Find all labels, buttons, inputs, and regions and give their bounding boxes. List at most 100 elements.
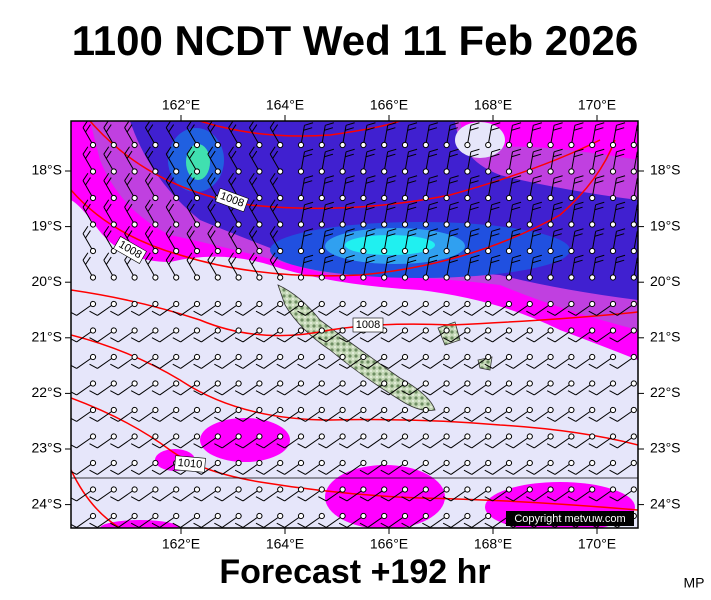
barb-feather — [512, 254, 522, 259]
lat-label: 22°S — [650, 384, 681, 400]
barb-station — [360, 141, 367, 149]
barb-staff — [425, 151, 430, 172]
wind-barb — [359, 512, 388, 528]
barb-feather — [573, 233, 583, 237]
wind-barb — [485, 228, 501, 255]
barb-station — [568, 486, 575, 493]
barb-feather — [553, 259, 562, 264]
barb-feather — [318, 390, 327, 396]
wind-barb — [422, 327, 450, 343]
wind-barb — [463, 406, 492, 422]
barb-station — [297, 141, 305, 149]
barb-feather — [365, 153, 375, 158]
barb-staff — [367, 409, 385, 422]
barb-station — [505, 221, 513, 228]
wind-barb — [338, 459, 367, 475]
barb-station — [256, 141, 263, 149]
barb-staff — [446, 204, 451, 225]
barb-staff — [383, 151, 389, 172]
barb-staff — [487, 204, 493, 225]
barb-feather — [401, 310, 410, 316]
barb-station — [193, 353, 201, 361]
barb-station — [152, 168, 159, 175]
barb-station — [339, 406, 346, 414]
barb-station — [630, 194, 637, 202]
barb-staff — [97, 489, 115, 502]
barb-feather — [303, 180, 313, 184]
barb-feather — [532, 206, 542, 211]
barb-feather — [214, 443, 223, 449]
barb-staff — [144, 153, 156, 172]
barb-staff — [471, 515, 489, 528]
barb-station — [505, 168, 513, 175]
barb-feather — [89, 337, 98, 343]
barb-feather — [228, 172, 234, 181]
barb-feather — [209, 177, 216, 186]
wind-barb — [443, 122, 459, 149]
wind-barb — [276, 327, 305, 343]
barb-feather — [546, 443, 556, 449]
wind-barb — [609, 300, 637, 316]
wind-barb — [547, 254, 563, 281]
barb-staff — [617, 330, 635, 343]
barb-feather — [380, 416, 389, 422]
barb-feather — [345, 259, 354, 264]
barb-staff — [144, 259, 156, 278]
barb-station — [526, 486, 533, 493]
wind-barb — [71, 300, 97, 316]
barb-staff — [242, 409, 260, 422]
barb-feather — [345, 254, 355, 259]
barb-staff — [513, 462, 531, 475]
barb-feather — [189, 203, 195, 212]
barb-feather — [408, 148, 418, 153]
barb-feather — [130, 522, 140, 528]
barb-feather — [124, 199, 130, 208]
barb-feather — [214, 390, 223, 396]
barb-staff — [508, 125, 513, 146]
barb-station — [464, 247, 471, 255]
barb-feather — [207, 146, 214, 155]
barb-staff — [550, 257, 555, 278]
barb-staff — [117, 409, 135, 422]
barb-feather — [147, 150, 154, 159]
wind-barb — [193, 486, 221, 502]
barb-feather — [272, 203, 279, 212]
barb-feather — [505, 310, 514, 316]
barb-station — [339, 194, 346, 202]
wind-barb — [526, 122, 542, 149]
barb-feather — [616, 175, 626, 179]
barb-feather — [490, 206, 500, 211]
barb-feather — [511, 180, 521, 184]
barb-station — [214, 247, 221, 255]
barb-station — [609, 459, 617, 467]
barb-feather — [110, 496, 119, 502]
barb-feather — [595, 122, 605, 126]
barb-staff — [305, 330, 323, 343]
barb-feather — [318, 443, 327, 449]
wind-barb — [89, 300, 117, 316]
barb-feather — [172, 469, 181, 475]
lon-label: 162°E — [162, 97, 200, 113]
wind-barb — [422, 254, 438, 281]
barb-staff — [186, 180, 198, 199]
barb-staff — [117, 462, 135, 475]
barb-feather — [407, 259, 417, 264]
wind-barb — [110, 459, 138, 475]
barb-staff — [207, 153, 219, 172]
barb-station — [256, 168, 263, 175]
barb-feather — [276, 363, 285, 369]
barb-station — [235, 141, 242, 149]
wind-barb — [567, 406, 596, 422]
barb-feather — [594, 259, 604, 264]
barb-staff — [383, 231, 389, 252]
barb-feather — [338, 310, 348, 316]
barb-feather — [594, 153, 604, 158]
wind-barb — [463, 300, 492, 316]
barb-station — [214, 353, 221, 361]
barb-feather — [533, 254, 542, 259]
barb-station — [318, 380, 325, 387]
wind-barb — [381, 254, 397, 281]
wind-barb — [464, 201, 480, 228]
barb-feather — [304, 148, 314, 153]
barb-staff — [492, 383, 510, 396]
